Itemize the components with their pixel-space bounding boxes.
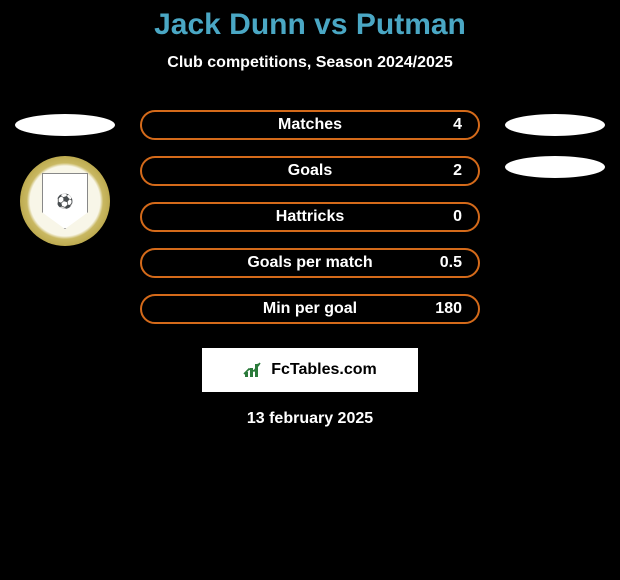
stat-row: Min per goal 180 xyxy=(140,294,480,324)
stat-row: Hattricks 0 xyxy=(140,202,480,232)
right-player-column xyxy=(500,102,610,190)
stat-label: Hattricks xyxy=(276,208,344,226)
left-player-column: ⚽ xyxy=(10,102,120,246)
brand-box: FcTables.com xyxy=(202,348,418,392)
bar-chart-icon xyxy=(243,361,265,379)
stat-row: Goals per match 0.5 xyxy=(140,248,480,278)
stat-label: Min per goal xyxy=(263,300,357,318)
stat-value-right: 2 xyxy=(453,162,462,180)
stat-row: Goals 2 xyxy=(140,156,480,186)
stat-value-right: 180 xyxy=(435,300,462,318)
stat-value-right: 0.5 xyxy=(440,254,462,272)
comparison-content: ⚽ Matches 4 Goals 2 Hattricks 0 Goals per matc… xyxy=(0,110,620,428)
left-player-oval xyxy=(15,114,115,136)
page-subtitle: Club competitions, Season 2024/2025 xyxy=(0,54,620,72)
stat-label: Matches xyxy=(278,116,342,134)
stat-label: Goals xyxy=(288,162,332,180)
stat-value-right: 4 xyxy=(453,116,462,134)
stat-value-right: 0 xyxy=(453,208,462,226)
left-club-badge: ⚽ xyxy=(20,156,110,246)
page-title: Jack Dunn vs Putman xyxy=(0,0,620,42)
shield-icon: ⚽ xyxy=(42,173,88,229)
stat-row: Matches 4 xyxy=(140,110,480,140)
date-text: 13 february 2025 xyxy=(0,410,620,428)
right-player-oval-1 xyxy=(505,114,605,136)
right-player-oval-2 xyxy=(505,156,605,178)
brand-text: FcTables.com xyxy=(271,361,377,379)
stats-table: Matches 4 Goals 2 Hattricks 0 Goals per match 0… xyxy=(140,110,480,324)
stat-label: Goals per match xyxy=(247,254,372,272)
